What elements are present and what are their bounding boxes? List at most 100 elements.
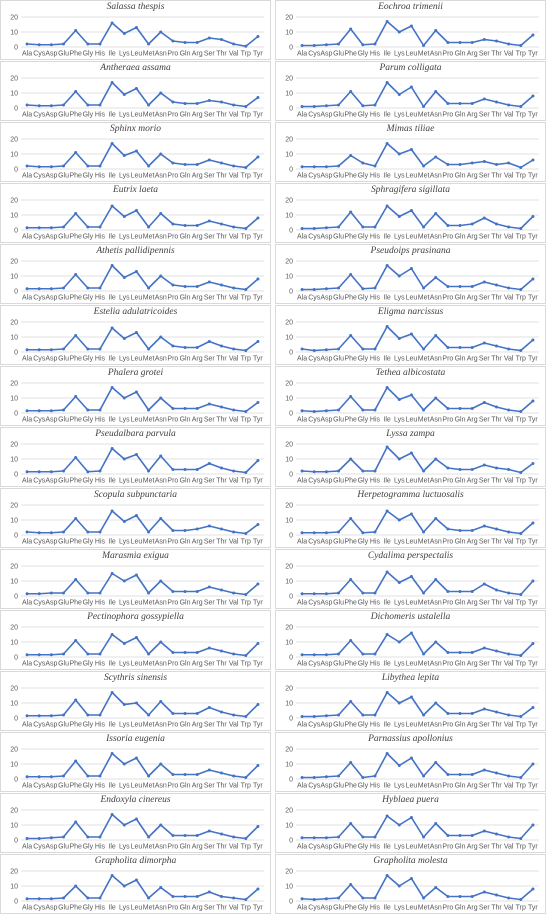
data-point — [219, 710, 223, 714]
x-tick-label: Met — [418, 234, 430, 241]
data-point — [74, 639, 78, 642]
data-point — [207, 524, 211, 528]
x-tick-label: Arg — [467, 783, 478, 790]
x-tick-label: Glu — [333, 600, 344, 607]
data-point — [195, 590, 199, 593]
data-point — [361, 43, 365, 47]
x-tick-label: Thr — [491, 295, 502, 302]
x-tick-label: Val — [504, 478, 514, 485]
data-point — [134, 453, 138, 456]
x-tick-label: Pro — [167, 844, 178, 851]
data-point — [519, 837, 523, 840]
data-point — [507, 347, 511, 351]
data-point — [207, 585, 211, 589]
x-tick-label: Cys — [33, 478, 46, 485]
y-tick-label: 20 — [10, 380, 18, 387]
data-point — [458, 590, 462, 593]
x-tick-label: His — [370, 417, 381, 424]
x-tick-label: Trp — [516, 417, 526, 424]
x-tick-label: Arg — [467, 295, 478, 302]
y-tick-label: 20 — [285, 502, 293, 509]
data-point — [122, 579, 126, 583]
data-point — [349, 883, 353, 886]
data-point — [25, 409, 29, 413]
x-tick-label: Asn — [155, 722, 167, 729]
x-tick-label: Lys — [119, 600, 130, 607]
y-tick-label: 0 — [14, 776, 18, 783]
x-tick-label: Lys — [119, 478, 130, 485]
x-tick-label: Gly — [83, 783, 94, 790]
x-tick-label: Gln — [455, 173, 466, 180]
data-point — [458, 651, 462, 654]
data-point — [232, 103, 236, 107]
data-point — [62, 408, 66, 412]
y-tick-label: 20 — [10, 136, 18, 143]
line-chart: 0 10 20 Ala Cys Asp Glu Phe Gly His Ile Lys Leu Met As… — [285, 502, 539, 546]
x-tick-label: Pro — [442, 539, 453, 546]
x-tick-label: Thr — [491, 844, 502, 851]
data-point — [507, 774, 511, 778]
x-tick-label: Tyr — [528, 478, 538, 485]
x-tick-label: Pro — [167, 112, 178, 119]
data-point — [300, 592, 304, 596]
y-tick-label: 0 — [289, 593, 293, 600]
data-point — [122, 396, 126, 400]
data-point — [361, 591, 365, 595]
data-point — [494, 649, 498, 653]
data-point — [361, 835, 365, 839]
data-point — [207, 340, 211, 343]
y-tick-label: 10 — [285, 883, 293, 890]
data-point — [337, 774, 341, 778]
x-tick-label: Trp — [516, 356, 526, 363]
chart-title: Sphragifera sigillata — [371, 185, 450, 195]
data-point — [147, 713, 151, 717]
y-tick-label: 20 — [10, 502, 18, 509]
x-tick-label: Asp — [320, 356, 332, 363]
data-point — [397, 398, 401, 401]
data-point — [324, 409, 328, 413]
data-point — [98, 469, 102, 473]
data-point — [256, 642, 260, 645]
y-tick-label: 20 — [285, 868, 293, 875]
data-point — [244, 898, 248, 901]
data-point — [300, 227, 304, 230]
x-tick-label: Ser — [479, 722, 491, 729]
data-point — [171, 39, 175, 43]
data-point — [470, 161, 474, 165]
x-tick-label: Pro — [442, 173, 453, 180]
chart-panel: Sphinx morio 0 10 20 Ala Cys Asp Glu Phe Gly His Il… — [0, 122, 271, 182]
x-tick-label: Ser — [204, 112, 216, 119]
x-tick-label: Arg — [192, 905, 203, 912]
x-tick-label: Thr — [216, 417, 227, 424]
data-point — [470, 590, 474, 593]
data-point — [25, 103, 29, 107]
line-chart: 0 10 20 Ala Cys Asp Glu Phe Gly His Ile Lys Leu Met As… — [10, 14, 264, 58]
x-tick-label: Thr — [216, 783, 227, 790]
x-tick-label: Leu — [406, 478, 418, 485]
data-point — [49, 531, 53, 535]
y-tick-label: 10 — [285, 456, 293, 463]
x-tick-label: Asn — [430, 722, 442, 729]
x-tick-label: Arg — [192, 234, 203, 241]
x-tick-label: Thr — [216, 844, 227, 851]
y-tick-label: 0 — [289, 715, 293, 722]
data-point — [434, 822, 438, 825]
x-tick-label: Tyr — [528, 600, 538, 607]
chart-panel: Eochroa trimenii 0 10 20 Ala Cys Asp Glu Phe Gly H… — [275, 0, 546, 60]
data-point — [195, 651, 199, 654]
x-tick-label: Ile — [383, 295, 391, 302]
x-tick-label: Trp — [516, 173, 526, 180]
line-chart: 0 10 20 Ala Cys Asp Glu Phe Gly His Ile Lys Leu Met As… — [10, 380, 264, 424]
x-tick-label: Trp — [241, 478, 251, 485]
x-tick-label: Lys — [119, 51, 130, 58]
x-tick-label: Trp — [516, 844, 526, 851]
x-tick-label: Cys — [308, 478, 321, 485]
x-tick-label: Asn — [430, 661, 442, 668]
y-tick-label: 0 — [14, 715, 18, 722]
x-tick-label: Cys — [308, 112, 321, 119]
y-tick-label: 20 — [10, 624, 18, 631]
data-point — [409, 332, 413, 336]
y-tick-label: 0 — [14, 105, 18, 112]
data-point — [219, 38, 223, 41]
x-tick-label: Tyr — [528, 661, 538, 668]
